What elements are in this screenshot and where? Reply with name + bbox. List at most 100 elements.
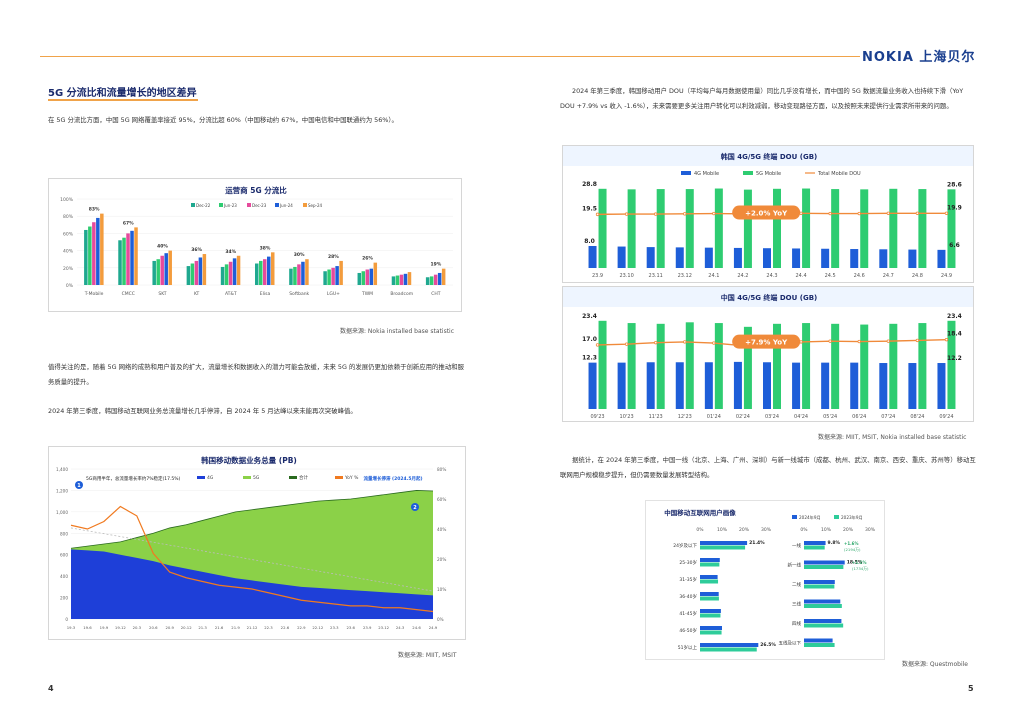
x-tick-label: 04'24 [794,414,808,420]
x-tick-label: TWM [361,291,373,297]
bar [259,260,263,285]
x-tick-label: 19.6 [83,625,92,630]
growth-note: +1.6% [844,541,858,546]
bar [327,269,331,285]
bar-5g [773,188,781,268]
bar-4g [821,362,830,409]
x-tick-label: 24.9 [941,273,952,279]
x-tick-label: Broadcom [390,291,413,297]
growth-note: (2194万) [844,547,861,552]
bar [433,274,438,285]
bar-2023 [700,579,719,584]
bar-5g [860,324,869,409]
bar-5g [743,189,752,268]
chart-header-band [563,287,973,307]
bar [186,266,191,285]
bar-5g [598,320,607,409]
bar [407,272,412,285]
bar [122,237,126,285]
x-tick-label: 06'24 [852,414,866,420]
line-point [857,339,861,344]
bar-5g [743,326,752,409]
data-label: 67% [123,220,134,226]
growth-note: +1.1% [852,560,866,565]
y2-tick-label: 0% [437,617,444,622]
legend-label: Dec-22 [196,203,211,208]
line-point [828,339,832,343]
data-label: 23.4 [582,313,597,320]
x-tick-label: 21.3 [198,625,207,630]
x-tick-label: 21.12 [247,625,258,630]
page-number-left: 4 [48,684,54,693]
x-tick-label: 22.9 [297,625,306,630]
bar-5g [947,189,956,268]
x-tick-label: 19.9 [100,625,109,630]
bar [228,261,233,285]
category-label: 41-45岁 [679,610,697,617]
legend-swatch [303,203,307,207]
bar-5g [714,323,723,409]
bar-5g [714,188,723,268]
bar [373,262,378,285]
legend-label: 5G [253,475,260,481]
x-tick-label: 21.6 [215,625,224,630]
x-tick-label: 10% [821,527,832,533]
bar-2024 [804,638,833,643]
line-point [595,343,600,347]
x-tick-label: 23.3 [330,625,339,630]
bar [164,253,168,285]
x-tick-label: 22.3 [264,625,273,630]
category-label: 三线 [792,601,801,608]
bar [168,250,172,285]
x-tick-label: 08'24 [910,414,924,420]
x-tick-label: AT&T [225,291,237,297]
legend-swatch [219,203,223,207]
x-tick-label: 23.11 [649,273,663,279]
bar-4g [617,246,626,268]
total-line [70,490,434,549]
x-tick-label: 23.12 [378,625,389,630]
yoy-badge [732,334,801,349]
x-tick-label: 20.3 [133,625,142,630]
x-tick-label: 22.12 [312,625,323,630]
chart-china-dou-panel: 中国 4G/5G 终端 DOU (GB) 09'23 10'23 11'23 12'23… [562,286,974,422]
bar-2024 [700,541,748,545]
line-point [886,211,891,215]
chart-korea-dou-panel: 韩国 4G/5G 终端 DOU (GB) 4G Mobile 5G Mobile To… [562,145,974,283]
bar-5g [918,189,927,268]
line-point [857,211,861,216]
bar-5g [889,323,898,409]
y-tick-label: 600 [60,553,68,558]
bar-2024 [700,558,720,562]
bar [130,230,134,285]
bar-2023 [804,643,835,647]
category-label: 46-50岁 [679,627,697,634]
legend-swatch [289,476,297,479]
line-point [886,339,891,343]
left-source-2: 数据来源: MIIT, MSIT [398,652,457,659]
y-tick-label: 1,000 [56,510,68,515]
bar-4g [879,249,888,268]
x-tick-label: 24.3 [766,273,777,279]
bar-4g [675,362,684,409]
y2-tick-label: 10% [437,587,446,592]
section-title: 5G 分流比和流量增长的地区差异 [48,88,197,99]
line-point [915,338,920,343]
y-tick-label: 0% [66,283,74,289]
line-point [944,211,949,215]
x-tick-label: 0% [696,527,704,533]
bar-4g [733,361,742,409]
annotation-1: 5G商用半年，总流量增长率约7%稳定(17.5%) [86,475,181,482]
line-point [653,340,658,345]
bar-5g [598,188,607,268]
chart-title: 中国移动互联网用户画像 [664,508,736,517]
chart-header-band [563,146,973,166]
bar-5g [656,189,665,268]
x-tick-label: 23.9 [363,625,372,630]
bar-2023 [700,562,720,567]
legend-label: Jun-23 [223,203,237,208]
line-point [944,337,949,342]
bar [297,264,301,285]
bar-4g [763,362,771,409]
y-tick-label: 80% [63,214,74,220]
